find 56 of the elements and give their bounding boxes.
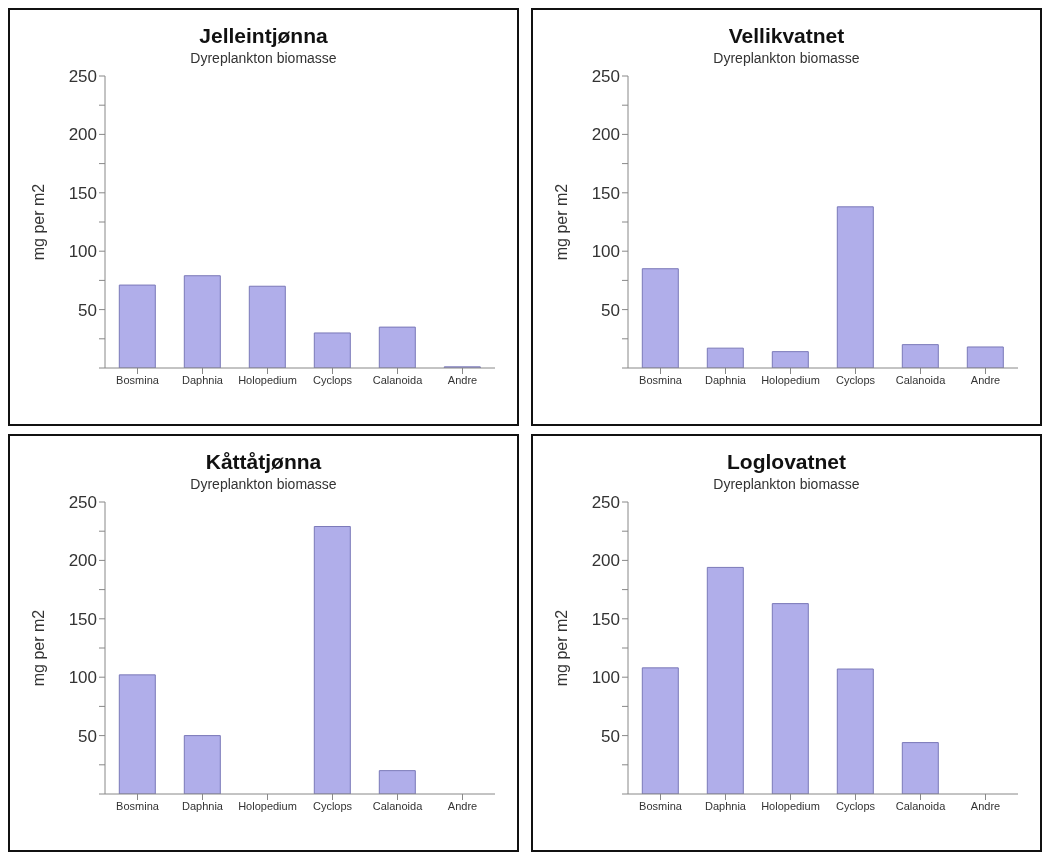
x-tick-label: Calanoida [372,799,424,812]
x-tick-label: Andre [970,373,1001,386]
x-tick-label: Andre [970,799,1001,812]
y-axis-title: mg per m2 [29,609,47,687]
x-tick-label: Bosmina [116,373,160,386]
y-tick-label: 250 [68,67,97,87]
y-tick-label: 50 [78,300,97,320]
y-tick-label: 150 [68,609,97,629]
chart-title: Vellikvatnet [727,24,846,48]
x-tick-label: Cyclops [835,799,876,812]
chart-title: Kåttåtjønna [204,450,323,474]
chart-subtitle: Dyreplankton biomasse [189,476,338,492]
y-tick-label: 200 [68,125,97,145]
y-axis-title: mg per m2 [552,609,570,687]
y-tick-label: 200 [591,551,620,571]
y-tick-label: 250 [591,493,620,513]
y-tick-label: 50 [78,726,97,746]
x-tick-label: Cyclops [312,799,353,812]
y-tick-label: 200 [591,125,620,145]
x-tick-label: Bosmina [116,799,160,812]
x-tick-label: Daphnia [705,373,747,386]
x-tick-label: Bosmina [639,373,683,386]
x-tick-label: Cyclops [312,373,353,386]
y-tick-label: 100 [591,668,620,688]
y-tick-label: 50 [601,300,620,320]
y-tick-label: 150 [68,183,97,203]
x-tick-label: Calanoida [895,799,947,812]
chart-subtitle: Dyreplankton biomasse [712,50,861,66]
x-tick-label: Andre [447,373,478,386]
x-tick-label: Daphnia [705,799,747,812]
chart-title: Jelleintjønna [198,24,329,48]
y-tick-label: 150 [591,183,620,203]
y-tick-label: 100 [591,242,620,262]
y-tick-label: 200 [68,551,97,571]
chart-subtitle: Dyreplankton biomasse [189,50,338,66]
x-tick-label: Daphnia [182,799,224,812]
y-tick-label: 100 [68,242,97,262]
chart-subtitle: Dyreplankton biomasse [712,476,861,492]
y-tick-label: 100 [68,668,97,688]
y-tick-label: 250 [68,493,97,513]
x-tick-label: Holopedium [761,373,820,386]
y-tick-label: 50 [601,726,620,746]
x-tick-label: Bosmina [639,799,683,812]
x-tick-label: Holopedium [238,373,297,386]
x-tick-label: Calanoida [372,373,424,386]
x-tick-label: Calanoida [895,373,947,386]
y-tick-label: 150 [591,609,620,629]
x-tick-label: Holopedium [238,799,297,812]
y-axis-title: mg per m2 [552,183,570,261]
x-tick-label: Holopedium [761,799,820,812]
y-axis-title: mg per m2 [29,183,47,261]
x-tick-label: Daphnia [182,373,224,386]
chart-title: Loglovatnet [726,450,847,474]
x-tick-label: Cyclops [835,373,876,386]
x-tick-label: Andre [447,799,478,812]
y-tick-label: 250 [591,67,620,87]
